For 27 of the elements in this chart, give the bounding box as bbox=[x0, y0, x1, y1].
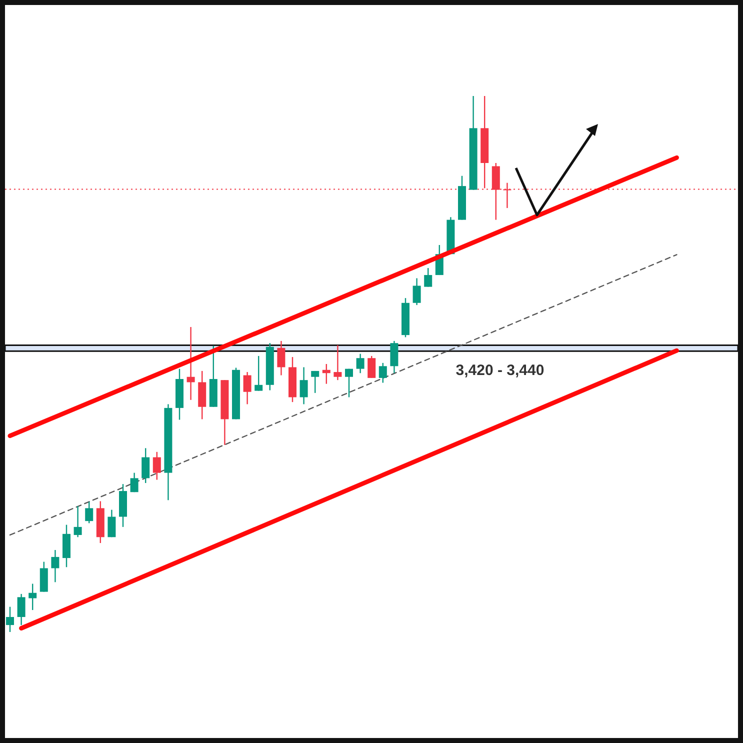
candlestick bbox=[412, 278, 421, 306]
candlestick bbox=[40, 561, 48, 592]
candlestick bbox=[243, 371, 252, 405]
candlestick bbox=[28, 583, 37, 611]
candlestick bbox=[51, 549, 60, 583]
candlestick bbox=[254, 355, 263, 392]
candlestick bbox=[186, 326, 195, 401]
candlestick bbox=[334, 344, 342, 381]
candlestick bbox=[85, 501, 94, 524]
candlestick bbox=[345, 368, 353, 398]
candlestick bbox=[311, 370, 320, 394]
band-label: 3,420 - 3,440 bbox=[456, 362, 544, 380]
candlestick bbox=[322, 363, 330, 384]
candlestick bbox=[152, 451, 161, 480]
candlestick bbox=[74, 505, 82, 538]
candlestick bbox=[378, 362, 387, 384]
candlestick bbox=[424, 267, 432, 288]
candlestick bbox=[300, 366, 308, 405]
candlestick bbox=[6, 606, 14, 633]
candlestick bbox=[17, 593, 26, 626]
candlestick bbox=[390, 340, 398, 374]
candlestick bbox=[356, 353, 364, 374]
candlestick bbox=[130, 472, 138, 493]
candlestick bbox=[277, 340, 286, 376]
candlestick bbox=[142, 448, 150, 484]
candlestick bbox=[368, 355, 376, 379]
candlestick bbox=[108, 509, 116, 538]
